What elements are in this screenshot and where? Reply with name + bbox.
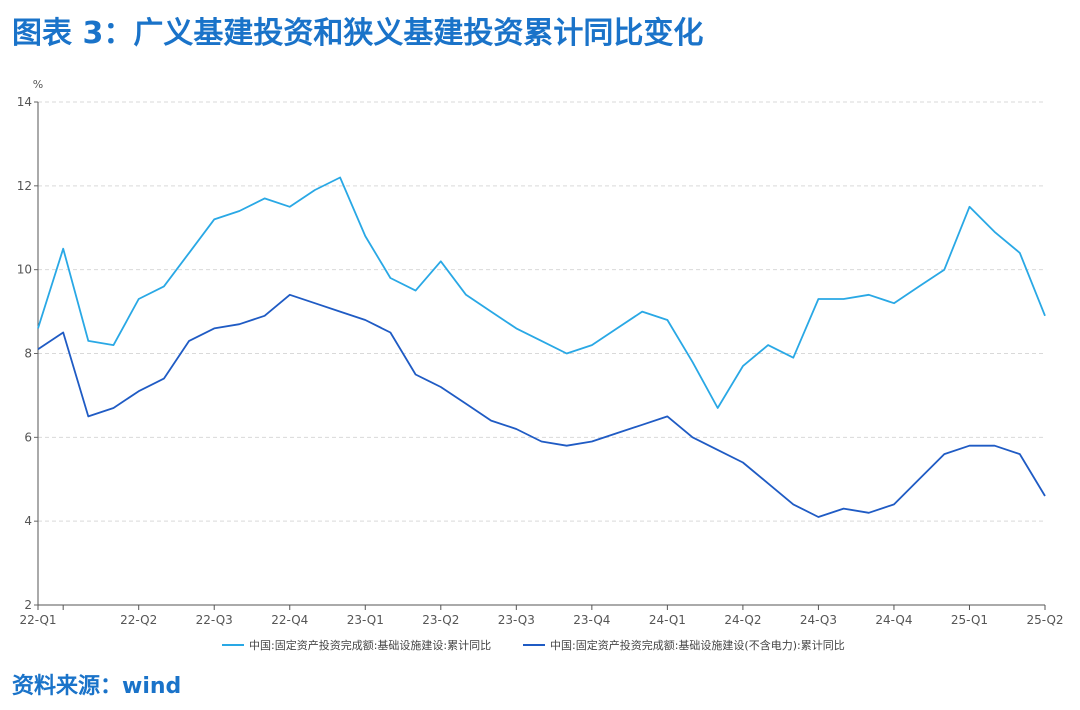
legend-label-2: 中国:固定资产投资完成额:基础设施建设(不含电力):累计同比 xyxy=(550,638,845,652)
x-axis-ticks: 22-Q1 22-Q2 22-Q3 22-Q4 23-Q1 23-Q2 23-Q3 23-Q4… xyxy=(19,605,1064,627)
x-tick-label: 23-Q4 xyxy=(573,613,610,627)
y-axis-unit: % xyxy=(33,78,43,91)
y-tick-label: 8 xyxy=(24,347,32,361)
x-tick-label: 23-Q2 xyxy=(422,613,459,627)
grid-lines xyxy=(38,101,1045,522)
x-tick-label: 23-Q3 xyxy=(498,613,535,627)
y-tick-label: 4 xyxy=(24,514,32,528)
y-tick-label: 2 xyxy=(24,598,32,612)
legend: 中国:固定资产投资完成额:基础设施建设:累计同比 中国:固定资产投资完成额:基础设… xyxy=(222,638,845,652)
y-tick-label: 14 xyxy=(17,95,32,109)
x-tick-label: 22-Q1 xyxy=(19,613,56,627)
y-tick-label: 10 xyxy=(17,263,32,277)
y-tick-label: 6 xyxy=(24,430,32,444)
legend-label-1: 中国:固定资产投资完成额:基础设施建设:累计同比 xyxy=(249,638,491,652)
x-tick-label: 22-Q4 xyxy=(271,613,308,627)
y-tick-label: 12 xyxy=(17,179,32,193)
x-tick-label: 24-Q3 xyxy=(800,613,837,627)
source-note: 资料来源：wind xyxy=(12,674,182,699)
series-line-1 xyxy=(37,176,1046,409)
chart-title: 图表 3：广义基建投资和狭义基建投资累计同比变化 xyxy=(12,16,704,51)
x-tick-label: 24-Q4 xyxy=(875,613,912,627)
x-tick-label: 22-Q2 xyxy=(120,613,157,627)
y-axis-ticks: 2 4 6 8 10 12 14% xyxy=(17,78,44,612)
x-tick-label: 23-Q1 xyxy=(347,613,384,627)
series-line-2 xyxy=(37,293,1046,518)
x-tick-label: 22-Q3 xyxy=(196,613,233,627)
x-tick-label: 24-Q2 xyxy=(724,613,761,627)
x-tick-label: 25-Q1 xyxy=(951,613,988,627)
x-tick-label: 24-Q1 xyxy=(649,613,686,627)
x-tick-label: 25-Q2 xyxy=(1026,613,1063,627)
series-lines xyxy=(37,176,1046,518)
